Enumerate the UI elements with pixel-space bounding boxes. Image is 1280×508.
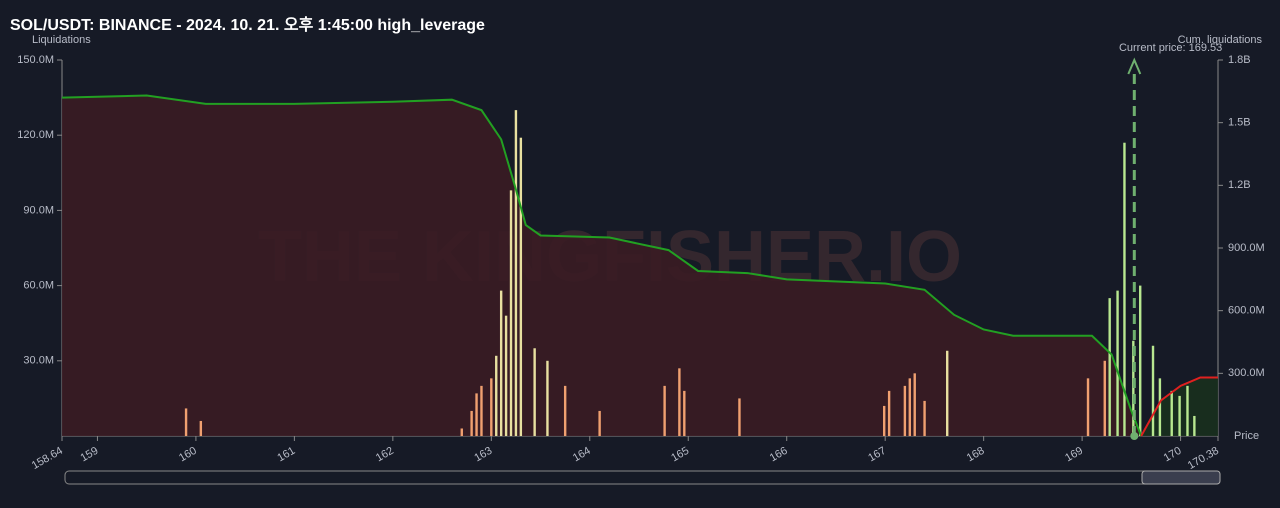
bar [1186,385,1189,436]
bar [199,420,203,436]
bar [546,360,549,436]
y-tick-label: 150.0M [17,54,54,66]
bar [184,408,188,436]
bar [598,410,601,436]
cum-line [61,94,1143,437]
bar [913,373,916,436]
bar [1103,360,1106,436]
y-tick-label: 30.0M [23,355,54,367]
bar [1116,290,1119,436]
current-price-label: Current price: 169.53 [1119,42,1222,54]
current-price-dot [1130,432,1139,440]
scroll-handle[interactable] [1141,470,1221,485]
bar [882,405,886,436]
bar [887,390,891,436]
cum-line [1140,376,1218,437]
bar [738,398,741,436]
y2-tick-label: 1.5B [1228,117,1251,129]
bar [678,368,681,436]
y2-tick-label: 300.0M [1228,367,1265,379]
current-price-arrow [1127,57,1142,75]
bar [563,385,567,436]
y-axis-label: Liquidations [32,34,91,46]
bar [1193,415,1196,436]
bar [1123,142,1126,436]
bar [470,410,473,436]
bar [903,385,907,436]
bar [504,315,508,436]
x-axis-label: Price [1234,430,1259,442]
bar [1170,390,1173,436]
bar [490,378,493,436]
bar [460,428,463,436]
bar [480,385,483,436]
bar [683,390,686,436]
bar [475,393,478,436]
bar [509,190,513,436]
bar [1086,378,1090,436]
bar [923,400,926,436]
bar [946,350,949,436]
y2-axis-label: Cum. liquidations [1178,34,1263,46]
y-tick-label: 90.0M [23,204,54,216]
y-tick-label: 120.0M [17,129,54,141]
bar [514,110,518,436]
bar [499,290,503,436]
bar [1151,345,1155,436]
bar [1178,395,1181,436]
y2-tick-label: 1.2B [1228,179,1251,191]
area [62,95,1142,436]
bar [1158,378,1162,436]
bar [519,137,523,436]
bar [495,355,498,436]
bar [1132,340,1135,436]
y2-tick-label: 900.0M [1228,242,1265,254]
bar [908,378,911,436]
bar [533,348,536,436]
y2-tick-label: 600.0M [1228,305,1265,317]
y2-tick-label: 1.8B [1228,54,1251,66]
y-tick-label: 60.0M [23,280,54,292]
bar [663,385,666,436]
bar [1139,285,1142,436]
bar [1108,298,1111,436]
chart-title: SOL/USDT: BINANCE - 2024. 10. 21. 오후 1:4… [10,15,485,34]
